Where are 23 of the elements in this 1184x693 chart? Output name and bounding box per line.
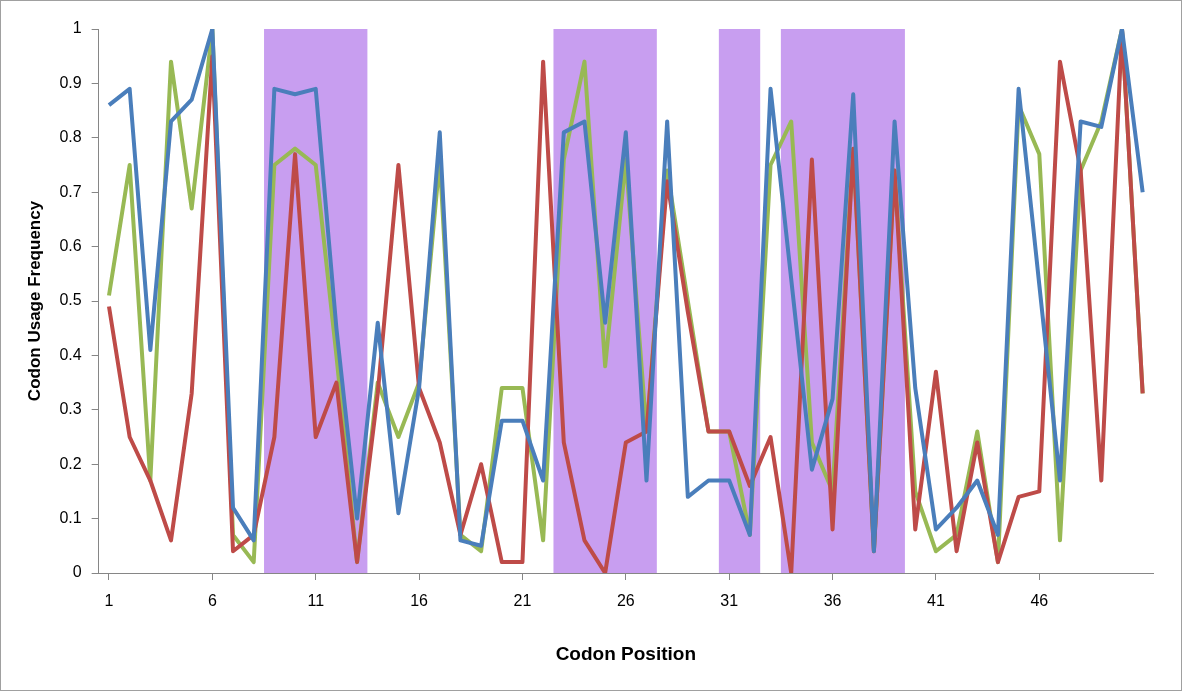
y-tick-label: 0 [72, 563, 82, 581]
y-tick-label: 0.4 [59, 345, 82, 363]
x-tick-label: 46 [1030, 592, 1049, 610]
y-tick-label: 1 [72, 19, 82, 37]
y-tick-label: 0.3 [59, 400, 82, 418]
x-tick-label: 21 [513, 592, 532, 610]
x-tick-label: 41 [927, 592, 945, 610]
x-tick-label: 16 [410, 592, 429, 610]
x-tick-label: 26 [616, 592, 635, 610]
x-tick-label: 6 [207, 592, 217, 610]
y-tick-label: 0.6 [59, 237, 82, 255]
y-tick-label: 0.8 [59, 128, 82, 146]
x-tick-label: 36 [823, 592, 842, 610]
x-tick-label: 31 [720, 592, 739, 610]
x-axis-title: Codon Position [555, 642, 697, 664]
y-tick-label: 0.7 [59, 182, 82, 200]
x-tick-label: 11 [307, 592, 325, 610]
x-tick-label: 1 [104, 592, 114, 610]
y-tick-label: 0.9 [59, 73, 82, 91]
y-axis-title: Codon Usage Frequency [24, 200, 44, 402]
y-tick-label: 0.1 [59, 509, 82, 527]
y-tick-label: 0.2 [59, 454, 82, 472]
y-tick-label: 0.5 [59, 291, 82, 309]
